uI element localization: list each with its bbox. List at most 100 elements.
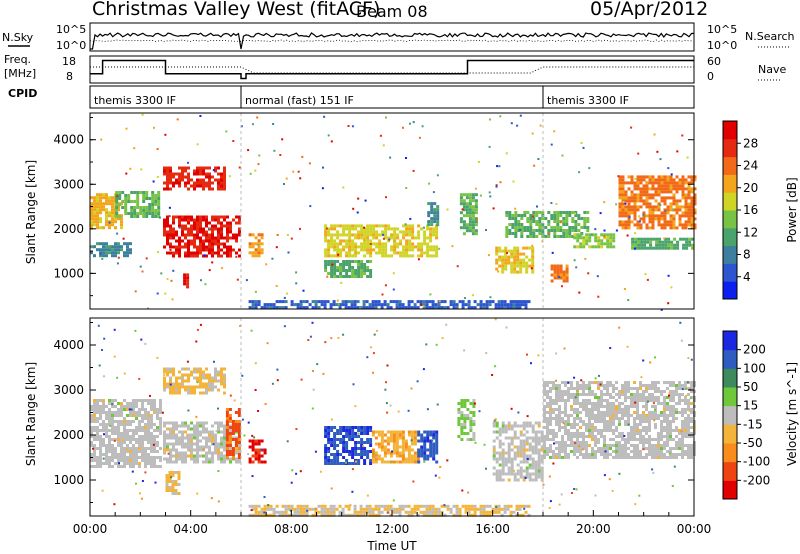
- velocity-cell: [410, 442, 414, 446]
- velocity-cell: [320, 507, 324, 511]
- velocity-cell: [320, 513, 324, 517]
- power-cell: [506, 306, 510, 310]
- velocity-cell: [380, 439, 384, 443]
- power-cell: [196, 251, 199, 255]
- power-cell: [184, 184, 187, 188]
- power-cell: [108, 214, 111, 218]
- power-cell: [618, 208, 622, 212]
- velocity-cell: [576, 447, 579, 450]
- power-cell: [163, 227, 166, 231]
- power-cell: [417, 230, 421, 234]
- power-cell: [127, 194, 131, 197]
- velocity-cell: [369, 444, 373, 447]
- velocity-cell: [672, 408, 675, 411]
- power-cell: [465, 205, 469, 209]
- velocity-cell: [345, 432, 349, 435]
- power-cell: [327, 272, 331, 275]
- power-cell: [205, 236, 208, 240]
- power-cell: [190, 178, 193, 182]
- velocity-cell: [579, 426, 582, 429]
- velocity-cell: [217, 427, 220, 431]
- power-cell: [348, 251, 352, 255]
- power-cell: [226, 215, 229, 219]
- velocity-cell: [567, 453, 570, 456]
- velocity-cell: [214, 433, 217, 437]
- velocity-cell: [570, 393, 573, 396]
- velocity-cell: [567, 435, 570, 438]
- velocity-cell: [99, 429, 102, 432]
- velocity-cell: [93, 402, 96, 405]
- power-cell: [640, 237, 644, 241]
- velocity-cell: [627, 390, 630, 393]
- power-cell: [214, 166, 217, 170]
- power-scatter-point: [580, 142, 583, 144]
- power-cell: [163, 230, 166, 234]
- velocity-cell: [567, 399, 570, 402]
- power-cell: [217, 245, 220, 249]
- velocity-cell: [380, 430, 384, 434]
- velocity-cell: [228, 438, 232, 441]
- power-cell: [586, 217, 590, 220]
- power-cell: [627, 220, 631, 224]
- velocity-cell: [648, 417, 651, 420]
- power-cell: [654, 217, 658, 221]
- power-cell: [687, 211, 691, 215]
- velocity-cell: [630, 435, 633, 438]
- power-cell: [624, 211, 628, 215]
- power-cell: [583, 226, 587, 229]
- power-cell: [476, 303, 480, 307]
- power-cell: [525, 270, 529, 274]
- power-cell: [523, 214, 527, 217]
- velocity-cell: [681, 393, 684, 396]
- velocity-cell: [392, 442, 396, 446]
- power-cell: [172, 215, 175, 219]
- velocity-cell: [208, 457, 211, 461]
- power-cell: [169, 224, 172, 228]
- velocity-cell: [630, 438, 633, 441]
- velocity-cell: [684, 384, 687, 387]
- power-cell: [172, 218, 175, 222]
- velocity-cell: [117, 453, 120, 456]
- power-cell: [670, 246, 674, 250]
- power-cell: [436, 223, 440, 227]
- power-cell: [507, 249, 511, 253]
- velocity-cell: [495, 421, 499, 425]
- power-cell: [223, 172, 226, 176]
- power-cell: [96, 214, 99, 218]
- power-cell: [508, 217, 512, 220]
- velocity-cell: [150, 456, 153, 459]
- power-cell: [654, 187, 658, 191]
- velocity-cell: [147, 402, 150, 405]
- power-cell: [390, 245, 394, 249]
- velocity-cell: [132, 450, 135, 453]
- power-cell: [133, 191, 137, 194]
- power-cell: [405, 254, 409, 258]
- power-cell: [661, 243, 665, 247]
- velocity-cell: [423, 457, 427, 461]
- power-cell: [363, 254, 367, 258]
- velocity-cell: [466, 399, 470, 402]
- power-cell: [345, 251, 349, 255]
- power-cell: [93, 223, 96, 227]
- power-cell: [681, 205, 685, 209]
- power-cell: [693, 187, 697, 191]
- velocity-cell: [528, 442, 532, 446]
- velocity-cell: [395, 460, 399, 464]
- power-cell: [654, 214, 658, 218]
- power-cell: [102, 242, 105, 246]
- velocity-cell: [645, 402, 648, 405]
- power-cell: [420, 254, 424, 258]
- power-cell: [565, 273, 569, 277]
- power-cell: [396, 245, 400, 249]
- velocity-cell: [540, 430, 544, 434]
- velocity-cell: [320, 510, 324, 514]
- power-cell: [505, 226, 509, 229]
- power-cell: [474, 211, 478, 215]
- velocity-cell: [567, 444, 570, 447]
- power-cell: [330, 227, 334, 231]
- power-scatter-point: [530, 267, 533, 270]
- velocity-cell: [120, 459, 123, 462]
- velocity-cell: [666, 441, 669, 444]
- power-cell: [157, 200, 161, 203]
- velocity-cell: [254, 510, 258, 514]
